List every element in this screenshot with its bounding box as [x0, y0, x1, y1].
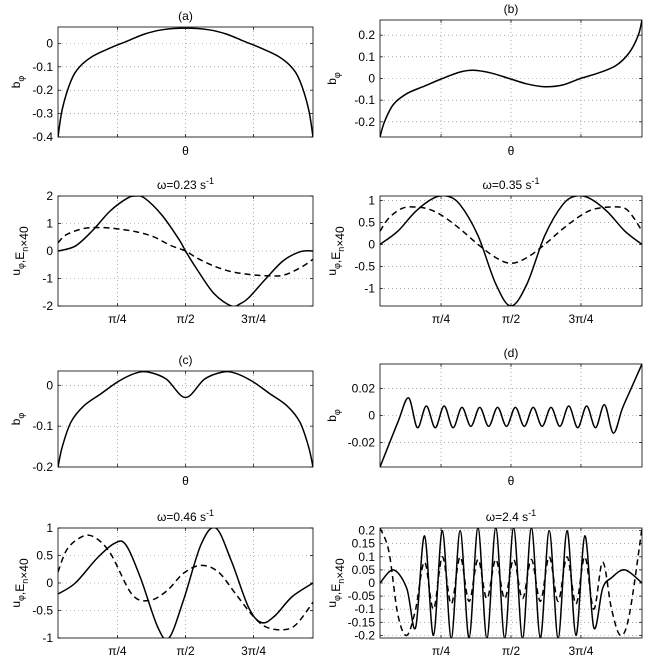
x-axis-label: θ	[508, 144, 515, 158]
series-line-dashed	[380, 206, 642, 265]
y-tick-label: 0	[368, 576, 375, 590]
x-tick-label: π/2	[502, 312, 521, 326]
panel-label: (a)	[178, 9, 193, 23]
x-axis-label: θ	[182, 144, 189, 158]
y-tick-label: 2	[46, 189, 53, 203]
x-axis-label: θ	[508, 474, 515, 488]
y-axis-label: uφ,En×40	[325, 226, 347, 276]
y-tick-label: 0	[368, 72, 375, 86]
x-axis-label: θ	[182, 474, 189, 488]
y-tick-label: 0	[46, 244, 53, 258]
panel-label: (c)	[179, 353, 193, 367]
panel-label: (d)	[504, 346, 519, 360]
y-tick-label: 0.5	[358, 215, 375, 229]
y-tick-label: 0.1	[358, 550, 375, 564]
y-tick-label: -1	[364, 281, 375, 295]
y-tick-label: -1	[42, 631, 53, 645]
y-tick-label: -0.5	[32, 604, 53, 618]
chart-panel-6: 1 0.5 0 -0.5 -1 π/4 π/2 3π/4 ω=0.46 s-1 uφ,En×40	[9, 508, 314, 658]
x-tick-label: π/2	[502, 644, 521, 658]
x-tick-label: 3π/4	[568, 644, 593, 658]
y-tick-label: -0.1	[354, 93, 375, 107]
y-axis-label: bφ	[9, 76, 26, 89]
y-tick-label: 0	[46, 576, 53, 590]
y-axis-label: uφ,En×40	[9, 558, 31, 608]
y-tick-label: 0.02	[352, 381, 376, 395]
y-tick-label: 0	[368, 409, 375, 423]
x-tick-label: 3π/4	[241, 312, 266, 326]
y-tick-label: 1	[46, 217, 53, 231]
y-tick-label: 0.2	[358, 524, 375, 538]
chart-panel-3: 1 0.5 0 -0.5 -1 π/4 π/2 3π/4 ω=0.35 s-1 uφ,En×40	[325, 176, 643, 326]
y-tick-label: 0	[46, 378, 53, 392]
y-tick-label: -0.2	[32, 460, 53, 474]
y-tick-label: -0.1	[32, 419, 53, 433]
chart-panel-1: 0.2 0.1 0 -0.1 -0.2 (b) θ bφ	[325, 2, 643, 158]
y-tick-label: -2	[42, 299, 53, 313]
y-tick-label: 0.5	[36, 549, 53, 563]
series-line-dashed	[58, 534, 313, 631]
chart-panel-4: 0 -0.1 -0.2 (c) θ bφ	[9, 353, 314, 488]
y-axis-label: bφ	[325, 72, 342, 85]
x-tick-label: 3π/4	[568, 312, 593, 326]
y-tick-label: -0.5	[354, 259, 375, 273]
y-tick-label: -1	[42, 272, 53, 286]
y-tick-label: -0.2	[354, 628, 375, 642]
chart-panel-0: 0 -0.1 -0.2 -0.3 -0.4 (a) θ bφ	[9, 9, 314, 158]
x-tick-label: π/4	[432, 644, 451, 658]
y-tick-label: -0.3	[32, 107, 53, 121]
series-line-solid	[58, 196, 313, 306]
y-tick-label: -0.1	[354, 602, 375, 616]
y-tick-label: 0.1	[358, 50, 375, 64]
x-tick-label: 3π/4	[241, 644, 266, 658]
series-line-dashed	[58, 226, 313, 277]
y-tick-label: 0.2	[358, 28, 375, 42]
series-line-solid	[380, 20, 642, 137]
y-tick-label: 0.05	[352, 563, 376, 577]
x-tick-label: π/4	[108, 644, 127, 658]
series-line-solid	[380, 196, 642, 306]
y-tick-label: -0.15	[348, 615, 376, 629]
chart-title: ω=0.46 s-1	[157, 508, 214, 524]
y-tick-label: -0.1	[32, 60, 53, 74]
chart-panel-7: 0.20.150.10.050-0.05-0.1-0.15-0.2 π/4 π/2 3…	[325, 508, 643, 658]
series-line-solid	[380, 364, 642, 467]
series-line-solid	[58, 27, 313, 137]
chart-panel-5: 0.02 0 -0.02 (d) θ bφ	[325, 346, 643, 488]
y-tick-label: -0.2	[354, 115, 375, 129]
y-tick-label: 1	[368, 193, 375, 207]
series-line-dashed	[380, 528, 642, 637]
y-tick-label: 0	[368, 237, 375, 251]
x-tick-label: π/4	[432, 312, 451, 326]
y-tick-label: 0.15	[352, 537, 376, 551]
panel-label: (b)	[504, 2, 519, 16]
y-axis-label: uφ,En×40	[325, 558, 347, 608]
x-tick-label: π/2	[176, 644, 195, 658]
series-line-solid	[380, 528, 642, 638]
series-line-solid	[58, 528, 313, 638]
y-axis-label: bφ	[325, 409, 342, 422]
chart-panel-2: 2 1 0 -1 -2 π/4 π/2 3π/4 ω=0.23 s-1 uφ,En×40	[9, 176, 314, 326]
y-tick-label: -0.4	[32, 130, 53, 144]
x-tick-label: π/4	[108, 312, 127, 326]
chart-title: ω=0.35 s-1	[482, 176, 539, 192]
chart-title: ω=2.4 s-1	[486, 508, 536, 524]
y-tick-label: -0.2	[32, 83, 53, 97]
x-tick-label: π/2	[176, 312, 195, 326]
y-axis-label: uφ,En×40	[9, 226, 31, 276]
series-line-solid	[58, 371, 313, 467]
y-tick-label: 1	[46, 521, 53, 535]
y-axis-label: bφ	[9, 413, 26, 426]
chart-title: ω=0.23 s-1	[157, 176, 214, 192]
y-tick-label: -0.02	[348, 436, 376, 450]
y-tick-label: -0.05	[348, 589, 376, 603]
y-tick-label: 0	[46, 36, 53, 50]
